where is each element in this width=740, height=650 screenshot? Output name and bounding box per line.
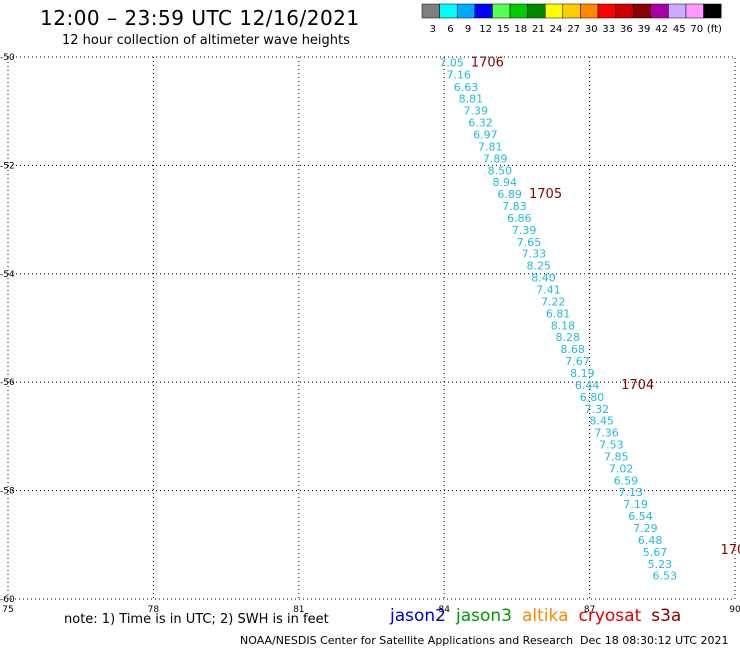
wave-height-point: 7.39 <box>512 224 537 237</box>
wave-height-point: 6.48 <box>638 534 663 547</box>
wave-height-point: 6.63 <box>454 81 479 94</box>
wave-height-point: 5.67 <box>643 546 668 559</box>
wave-height-point: 7.36 <box>594 427 619 440</box>
y-tick-label: -50 <box>0 53 15 63</box>
wave-height-point: 7.22 <box>541 295 566 308</box>
wave-height-point: 7.32 <box>585 403 610 416</box>
wave-height-point: 7.13 <box>619 486 644 499</box>
colorbar-label: 70 <box>690 24 703 35</box>
wave-height-point: 7.39 <box>463 105 488 118</box>
colorbar-label: 12 <box>479 24 492 35</box>
wave-height-point: 5.23 <box>648 558 673 571</box>
wave-height-point: 8.50 <box>488 164 513 177</box>
satellite-legend: jason2 jason3 altika cryosat s3a <box>390 606 691 626</box>
colorbar-label: 30 <box>585 24 598 35</box>
colorbar-swatch <box>703 3 722 19</box>
colorbar-label: 24 <box>550 24 563 35</box>
colorbar-label: 3 <box>430 24 436 35</box>
time-label: 1705 <box>529 187 562 202</box>
wave-height-point: 8.19 <box>570 367 595 380</box>
wave-height-point: 6.89 <box>497 188 522 201</box>
footer-note: note: 1) Time is in UTC; 2) SWH is in fe… <box>64 612 329 627</box>
wave-height-point: 8.28 <box>556 331 581 344</box>
satellite-legend-s3a: s3a <box>651 606 682 626</box>
footer-credit: NOAA/NESDIS Center for Satellite Applica… <box>240 634 574 647</box>
wave-height-point: 6.44 <box>575 379 600 392</box>
satellite-legend-jason2: jason2 <box>390 606 446 626</box>
colorbar-label: 36 <box>620 24 633 35</box>
wave-height-point: 7.67 <box>565 355 590 368</box>
wave-height-point: 6.54 <box>628 510 653 523</box>
wave-height-point: 8.40 <box>531 272 556 285</box>
time-label: 1704 <box>621 378 654 393</box>
colorbar-label: 9 <box>465 24 471 35</box>
x-tick-label: 75 <box>2 605 13 615</box>
wave-height-point: 6.59 <box>614 474 639 487</box>
wave-height-point: 8.18 <box>551 319 576 332</box>
wave-height-point: 7.33 <box>522 248 547 261</box>
wave-height-point: 7.89 <box>483 152 508 165</box>
colorbar-label: (ft) <box>707 24 722 35</box>
wave-height-point: 7.19 <box>623 498 648 511</box>
wave-height-point: 7.53 <box>599 439 624 452</box>
plot-frame <box>7 56 736 600</box>
colorbar-label: 15 <box>497 24 510 35</box>
wave-height-point: 7.29 <box>633 522 658 535</box>
wave-height-point: 6.53 <box>652 570 677 583</box>
wave-height-point: 7.02 <box>609 462 634 475</box>
wave-height-point: 6.80 <box>580 391 605 404</box>
satellite-legend-cryosat: cryosat <box>578 606 642 626</box>
colorbar-label: 33 <box>602 24 615 35</box>
colorbar-label: 18 <box>514 24 527 35</box>
chart-title: 12:00 – 23:59 UTC 12/16/2021 <box>40 6 360 30</box>
colorbar-label: 21 <box>532 24 545 35</box>
wave-height-point: 7.65 <box>517 236 542 249</box>
wave-height-point: 7.83 <box>502 200 527 213</box>
wave-height-point: 7.81 <box>478 140 503 153</box>
wave-height-point: 7.16 <box>446 68 471 81</box>
color-scale-legend: 3 6 9 12 15 18 21 24 27 30 33 36 39 42 45 70 (ft) <box>421 3 722 35</box>
wave-height-point: 8.68 <box>560 343 585 356</box>
y-tick-label: -56 <box>0 378 15 388</box>
colorbar-label: 45 <box>673 24 686 35</box>
wave-height-point: 6.81 <box>546 307 571 320</box>
chart-subtitle: 12 hour collection of altimeter wave hei… <box>62 33 350 48</box>
x-tick-label: 90 <box>729 605 740 615</box>
wave-height-point: 6.97 <box>473 129 498 142</box>
x-tick-label: 78 <box>148 605 160 615</box>
wave-height-point: 7.85 <box>604 450 629 463</box>
x-tick-label: 87 <box>584 605 595 615</box>
colorbar-label: 6 <box>447 24 453 35</box>
satellite-legend-jason3: jason3 <box>456 606 512 626</box>
y-tick-label: -58 <box>0 487 15 497</box>
time-label: 170 <box>720 543 740 558</box>
y-tick-label: -54 <box>0 270 15 280</box>
wave-height-point: 6.86 <box>507 212 532 225</box>
wave-height-point: 8.81 <box>459 93 484 106</box>
wave-height-point: 7.05 <box>439 56 464 69</box>
satellite-legend-altika: altika <box>522 606 569 626</box>
x-tick-label: 84 <box>438 605 450 615</box>
wave-height-point: 8.94 <box>493 176 518 189</box>
wave-height-point: 8.25 <box>526 260 551 273</box>
colorbar-label: 42 <box>655 24 668 35</box>
wave-height-point: 7.41 <box>536 284 561 297</box>
colorbar-label: 27 <box>567 24 580 35</box>
colorbar-label: 39 <box>638 24 651 35</box>
x-tick-label: 81 <box>293 605 304 615</box>
time-label: 1706 <box>471 55 504 70</box>
wave-height-point: 6.32 <box>468 117 493 130</box>
wave-height-point: 8.45 <box>589 415 614 428</box>
y-tick-label: -52 <box>0 161 15 171</box>
y-tick-label: -60 <box>0 595 15 605</box>
footer-timestamp: Dec 18 08:30:12 UTC 2021 <box>580 634 729 647</box>
